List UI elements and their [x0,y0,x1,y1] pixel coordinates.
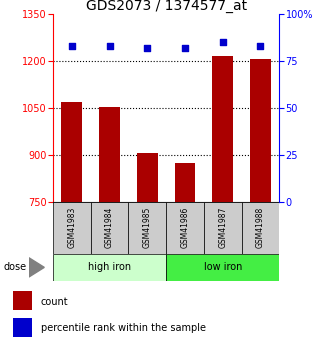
Bar [99,107,120,202]
Title: GDS2073 / 1374577_at: GDS2073 / 1374577_at [86,0,247,13]
Text: GSM41987: GSM41987 [218,207,227,248]
Text: count: count [41,297,69,307]
Text: GSM41988: GSM41988 [256,207,265,248]
Point [258,43,263,49]
Text: GSM41983: GSM41983 [67,207,76,248]
Bar [166,254,279,281]
Polygon shape [29,258,44,277]
Text: GSM41986: GSM41986 [180,207,189,248]
Point [145,45,150,50]
Bar [53,202,91,254]
Text: percentile rank within the sample: percentile rank within the sample [41,323,206,333]
Text: dose: dose [3,263,26,272]
Bar [91,202,128,254]
Bar [61,101,82,202]
Bar [212,56,233,202]
Point [220,39,225,45]
Bar [13,291,31,310]
Point [182,45,187,50]
Text: low iron: low iron [204,263,242,272]
Point [69,43,74,49]
Bar [128,202,166,254]
Point [107,43,112,49]
Bar [241,202,279,254]
Bar [166,202,204,254]
Bar [13,318,31,337]
Bar [175,162,195,202]
Text: high iron: high iron [88,263,131,272]
Bar [250,59,271,202]
Text: GSM41985: GSM41985 [143,207,152,248]
Text: GSM41984: GSM41984 [105,207,114,248]
Bar [204,202,241,254]
Bar [137,153,158,202]
Bar [53,254,166,281]
